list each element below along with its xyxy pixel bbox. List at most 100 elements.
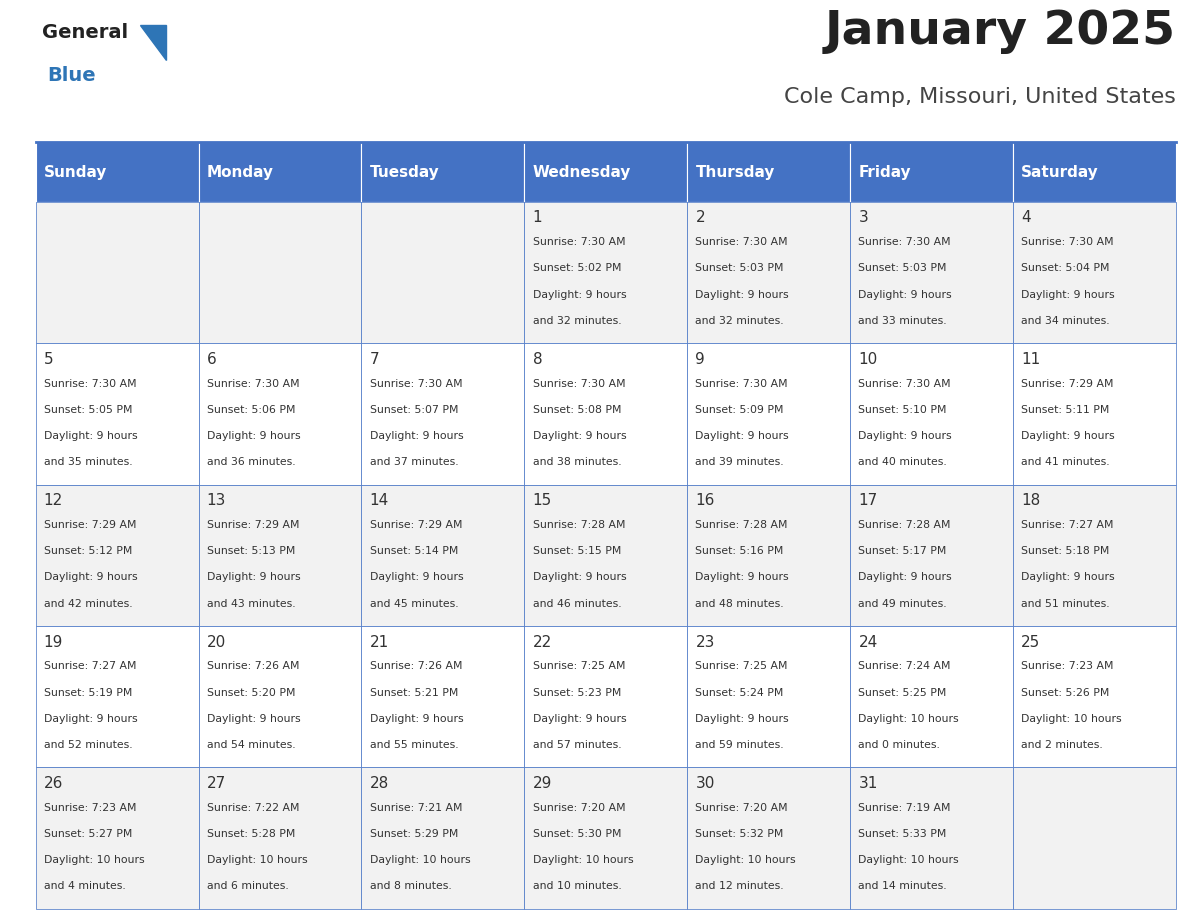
Text: 21: 21	[369, 634, 388, 650]
Bar	[1013, 343, 1176, 485]
Text: Sunset: 5:12 PM: Sunset: 5:12 PM	[44, 546, 132, 556]
Text: and 38 minutes.: and 38 minutes.	[532, 457, 621, 467]
Text: Sunrise: 7:30 AM: Sunrise: 7:30 AM	[1022, 237, 1114, 247]
Bar	[198, 343, 361, 485]
Text: Sunset: 5:21 PM: Sunset: 5:21 PM	[369, 688, 459, 698]
Text: Sunrise: 7:25 AM: Sunrise: 7:25 AM	[532, 661, 625, 671]
Text: 9: 9	[695, 352, 706, 367]
Text: and 6 minutes.: and 6 minutes.	[207, 881, 289, 891]
Text: 31: 31	[859, 776, 878, 791]
Bar	[851, 485, 1013, 626]
Bar	[198, 767, 361, 909]
Text: 8: 8	[532, 352, 542, 367]
Text: Sunrise: 7:29 AM: Sunrise: 7:29 AM	[369, 520, 462, 530]
Polygon shape	[140, 25, 166, 60]
Text: Daylight: 9 hours: Daylight: 9 hours	[369, 713, 463, 723]
Text: 23: 23	[695, 634, 715, 650]
Text: 3: 3	[859, 210, 868, 226]
Text: Sunset: 5:03 PM: Sunset: 5:03 PM	[859, 263, 947, 274]
Text: Sunset: 5:11 PM: Sunset: 5:11 PM	[1022, 405, 1110, 415]
Text: 7: 7	[369, 352, 379, 367]
Text: Sunset: 5:28 PM: Sunset: 5:28 PM	[207, 829, 295, 839]
Text: 27: 27	[207, 776, 226, 791]
Text: and 34 minutes.: and 34 minutes.	[1022, 316, 1110, 326]
Text: Daylight: 9 hours: Daylight: 9 hours	[207, 431, 301, 441]
Text: Sunset: 5:20 PM: Sunset: 5:20 PM	[207, 688, 295, 698]
Text: and 12 minutes.: and 12 minutes.	[695, 881, 784, 891]
Text: and 33 minutes.: and 33 minutes.	[859, 316, 947, 326]
Bar	[688, 767, 851, 909]
Bar	[688, 202, 851, 343]
Text: and 35 minutes.: and 35 minutes.	[44, 457, 132, 467]
Text: Sunrise: 7:29 AM: Sunrise: 7:29 AM	[1022, 378, 1114, 388]
Text: Daylight: 10 hours: Daylight: 10 hours	[859, 713, 959, 723]
Text: and 52 minutes.: and 52 minutes.	[44, 740, 132, 750]
Text: Daylight: 10 hours: Daylight: 10 hours	[532, 855, 633, 865]
Text: and 57 minutes.: and 57 minutes.	[532, 740, 621, 750]
Text: 2: 2	[695, 210, 706, 226]
Text: Sunrise: 7:25 AM: Sunrise: 7:25 AM	[695, 661, 788, 671]
Text: Daylight: 10 hours: Daylight: 10 hours	[859, 855, 959, 865]
Text: and 0 minutes.: and 0 minutes.	[859, 740, 940, 750]
Text: and 40 minutes.: and 40 minutes.	[859, 457, 947, 467]
Text: Sunrise: 7:30 AM: Sunrise: 7:30 AM	[44, 378, 137, 388]
Bar	[524, 626, 688, 767]
Text: Sunrise: 7:26 AM: Sunrise: 7:26 AM	[369, 661, 462, 671]
Text: and 43 minutes.: and 43 minutes.	[207, 599, 296, 609]
Text: 20: 20	[207, 634, 226, 650]
Text: Wednesday: Wednesday	[532, 164, 631, 180]
Bar	[1013, 202, 1176, 343]
Text: Sunrise: 7:28 AM: Sunrise: 7:28 AM	[859, 520, 950, 530]
Text: Sunset: 5:09 PM: Sunset: 5:09 PM	[695, 405, 784, 415]
Bar	[198, 485, 361, 626]
Bar	[36, 202, 198, 343]
Text: Sunrise: 7:27 AM: Sunrise: 7:27 AM	[1022, 520, 1114, 530]
Text: 4: 4	[1022, 210, 1031, 226]
Bar	[524, 485, 688, 626]
Text: Sunset: 5:13 PM: Sunset: 5:13 PM	[207, 546, 295, 556]
Text: Blue: Blue	[48, 66, 96, 85]
Text: 29: 29	[532, 776, 552, 791]
Bar	[524, 202, 688, 343]
Text: and 36 minutes.: and 36 minutes.	[207, 457, 296, 467]
Text: 22: 22	[532, 634, 551, 650]
Bar	[361, 767, 524, 909]
Text: Sunset: 5:07 PM: Sunset: 5:07 PM	[369, 405, 459, 415]
Text: Sunrise: 7:20 AM: Sunrise: 7:20 AM	[695, 802, 788, 812]
Text: Cole Camp, Missouri, United States: Cole Camp, Missouri, United States	[784, 87, 1176, 107]
Bar	[688, 142, 851, 202]
Text: Sunrise: 7:30 AM: Sunrise: 7:30 AM	[532, 378, 625, 388]
Text: Sunrise: 7:30 AM: Sunrise: 7:30 AM	[859, 378, 952, 388]
Text: Friday: Friday	[859, 164, 911, 180]
Bar	[1013, 142, 1176, 202]
Bar	[851, 626, 1013, 767]
Text: Sunset: 5:24 PM: Sunset: 5:24 PM	[695, 688, 784, 698]
Text: Sunset: 5:05 PM: Sunset: 5:05 PM	[44, 405, 132, 415]
Bar	[851, 142, 1013, 202]
Text: Sunset: 5:06 PM: Sunset: 5:06 PM	[207, 405, 295, 415]
Text: Daylight: 9 hours: Daylight: 9 hours	[532, 713, 626, 723]
Bar	[361, 485, 524, 626]
Text: Daylight: 9 hours: Daylight: 9 hours	[369, 572, 463, 582]
Bar	[851, 343, 1013, 485]
Text: Sunset: 5:33 PM: Sunset: 5:33 PM	[859, 829, 947, 839]
Text: Daylight: 9 hours: Daylight: 9 hours	[1022, 431, 1116, 441]
Text: and 42 minutes.: and 42 minutes.	[44, 599, 132, 609]
Text: Daylight: 10 hours: Daylight: 10 hours	[44, 855, 145, 865]
Bar	[36, 767, 198, 909]
Text: 16: 16	[695, 493, 715, 509]
Text: Thursday: Thursday	[695, 164, 775, 180]
Text: Sunset: 5:17 PM: Sunset: 5:17 PM	[859, 546, 947, 556]
Text: Sunrise: 7:30 AM: Sunrise: 7:30 AM	[532, 237, 625, 247]
Text: 15: 15	[532, 493, 551, 509]
Text: 24: 24	[859, 634, 878, 650]
Text: and 14 minutes.: and 14 minutes.	[859, 881, 947, 891]
Text: Daylight: 10 hours: Daylight: 10 hours	[1022, 713, 1121, 723]
Bar	[36, 142, 198, 202]
Text: Daylight: 9 hours: Daylight: 9 hours	[369, 431, 463, 441]
Text: 25: 25	[1022, 634, 1041, 650]
Text: Daylight: 9 hours: Daylight: 9 hours	[1022, 289, 1116, 299]
Text: Sunrise: 7:21 AM: Sunrise: 7:21 AM	[369, 802, 462, 812]
Text: Sunrise: 7:20 AM: Sunrise: 7:20 AM	[532, 802, 625, 812]
Text: Sunrise: 7:26 AM: Sunrise: 7:26 AM	[207, 661, 299, 671]
